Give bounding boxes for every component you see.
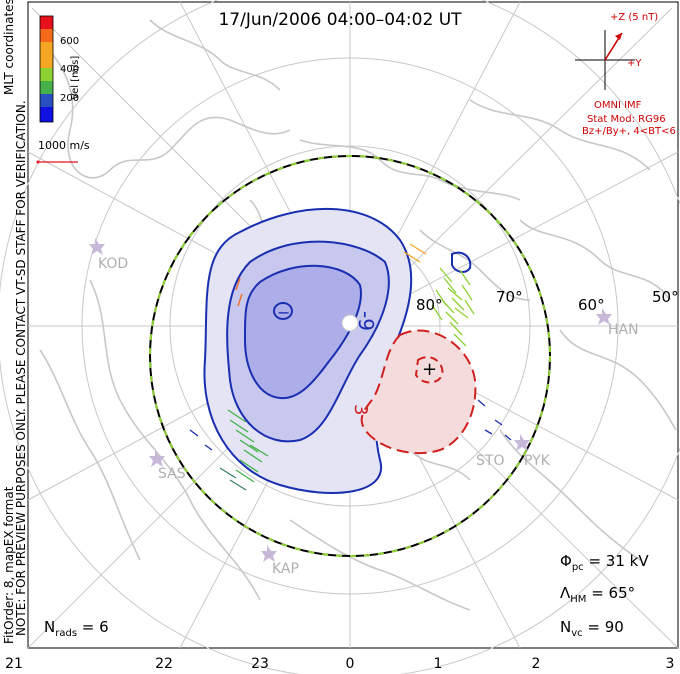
station-han: HAN <box>608 322 639 338</box>
preview-note: NOTE: FOR PREVIEW PURPOSES ONLY. PLEASE … <box>14 100 28 636</box>
map-title: 17/Jun/2006 04:00–04:02 UT <box>218 10 462 30</box>
positive-cell <box>360 329 477 454</box>
n-rads-stat: Nrads = 6 <box>44 618 109 639</box>
imf-bin: Bz+/By+, 4<BT<6 <box>582 126 676 137</box>
contour-label-negative: -9 <box>354 311 378 331</box>
imf-dial <box>575 30 635 90</box>
mlt-tick-23: 23 <box>251 656 269 672</box>
mlt-tick-21: 21 <box>5 656 23 672</box>
fit-order-note: FitOrder: 8, mapEX format <box>2 486 16 644</box>
phi-pc-value: 31 kV <box>605 552 649 570</box>
n-vc-value: 90 <box>604 618 624 636</box>
mlt-tick-2: 2 <box>531 656 541 672</box>
vector-scale <box>36 160 78 164</box>
imf-source: OMNI IMF <box>594 100 642 111</box>
colorbar-tick-200: 200 <box>60 93 80 104</box>
lat-label-80: 80° <box>416 296 443 314</box>
station-markers <box>89 238 612 562</box>
imf-stat-mod: Stat Mod: RG96 <box>587 114 666 125</box>
imf-z-label: +Z (5 nT) <box>610 12 659 23</box>
velocity-colorbar <box>39 15 54 123</box>
contour-label-positive: 3 <box>350 404 371 415</box>
mlt-tick-0: 0 <box>345 656 355 672</box>
station-kod: KOD <box>98 256 129 272</box>
station-sas: SAS <box>158 466 186 482</box>
colorbar-tick-600: 600 <box>60 36 80 47</box>
n-rads-value: 6 <box>99 618 109 636</box>
negative-cell <box>203 208 472 494</box>
station-sto: STO <box>476 453 505 469</box>
potential-min-marker: − <box>277 303 290 322</box>
mlt-tick-22: 22 <box>155 656 173 672</box>
potential-max-marker: + <box>422 359 437 380</box>
map-frame <box>27 1 679 649</box>
pole-marker <box>341 314 359 332</box>
mlt-tick-1: 1 <box>433 656 443 672</box>
mlt-tick-3: 3 <box>665 656 675 672</box>
station-kap: KAP <box>272 561 299 577</box>
coords-label: MLT coordinates <box>2 0 16 95</box>
lat-label-70: 70° <box>496 288 523 306</box>
lat-label-50: 50° <box>652 288 679 306</box>
velocity-vectors-dusk <box>189 277 269 491</box>
hm-boundary-dashes <box>149 155 551 557</box>
vector-scale-label: 1000 m/s <box>38 139 90 152</box>
n-vc-stat: Nvc = 90 <box>560 618 624 639</box>
imf-y-label: +Y <box>627 58 642 69</box>
colorbar-tick-400: 400 <box>60 64 80 75</box>
lambda-hm-stat: ΛHM = 65° <box>560 584 636 605</box>
phi-pc-stat: Φpc = 31 kV <box>560 552 649 573</box>
station-pyk: PYK <box>524 453 550 469</box>
lambda-hm-value: 65° <box>608 584 636 602</box>
velocity-vectors-dawn <box>403 243 512 441</box>
lat-label-60: 60° <box>578 296 605 314</box>
